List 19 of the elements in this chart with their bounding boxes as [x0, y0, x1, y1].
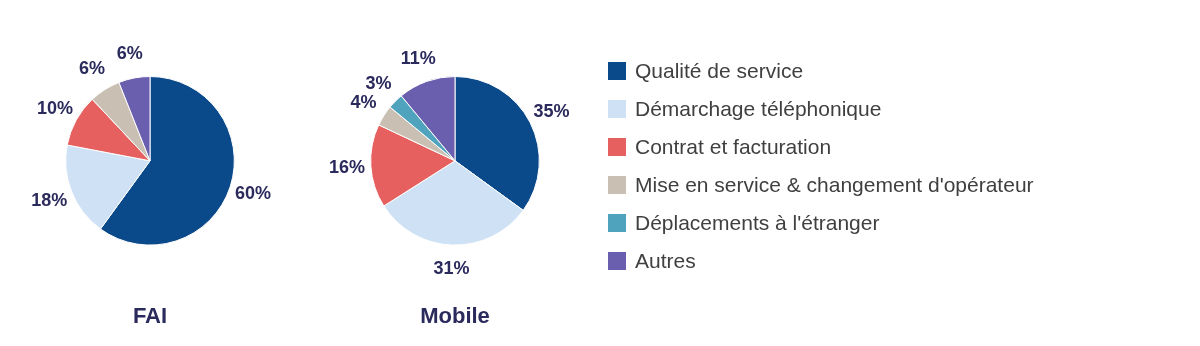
- data-label: 11%: [400, 47, 436, 68]
- legend-label: Démarchage téléphonique: [635, 97, 882, 121]
- data-label: 3%: [365, 73, 392, 94]
- legend-label: Autres: [635, 249, 696, 273]
- data-label: 6%: [78, 58, 105, 79]
- data-label: 18%: [31, 189, 68, 210]
- text: Mobile: [420, 302, 490, 328]
- data-label: 35%: [533, 100, 570, 121]
- legend-label: Déplacements à l'étranger: [635, 211, 880, 235]
- legend-label: Mise en service & changement d'opérateur: [635, 173, 1034, 197]
- data-label: 10%: [37, 97, 74, 118]
- data-label: 6%: [116, 43, 143, 64]
- data-label: 31%: [433, 258, 470, 279]
- legend-label: Contrat et facturation: [635, 135, 832, 159]
- text: FAI: [132, 302, 168, 328]
- legend-label: Qualité de service: [635, 59, 804, 83]
- data-label: 4%: [350, 91, 377, 112]
- data-label: 16%: [328, 156, 365, 177]
- data-label: 60%: [234, 183, 272, 204]
